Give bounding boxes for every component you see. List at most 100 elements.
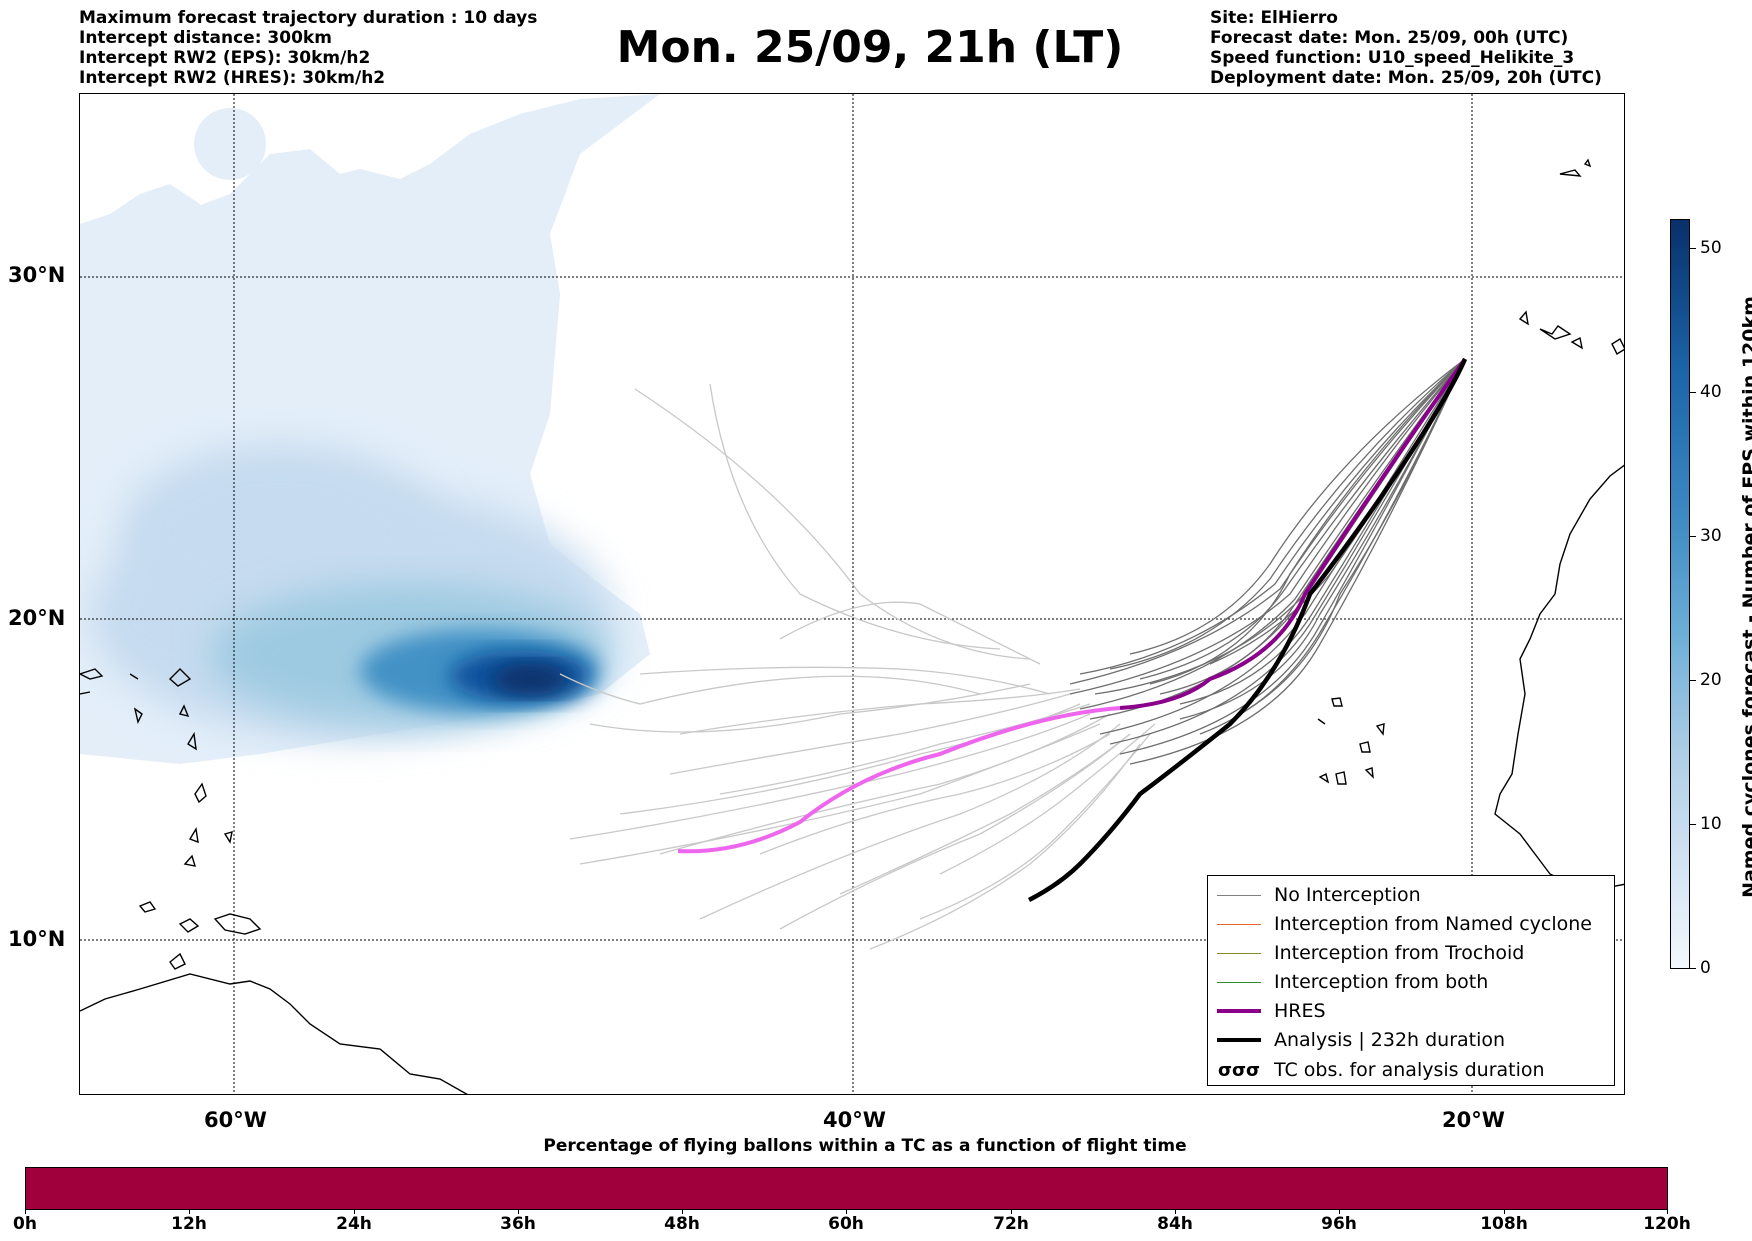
coastlines <box>80 158 1624 1094</box>
density-peak <box>492 663 568 695</box>
colorbar-tick <box>1690 968 1696 969</box>
eps-track <box>939 723 1156 875</box>
colorbar-title-wrap: Named cyclones forecast - Number of EPS … <box>1735 232 1752 962</box>
eps-track <box>699 723 1121 920</box>
time-tick-label: 120h <box>1643 1214 1691 1234</box>
legend-swatch <box>1217 923 1261 925</box>
eps-track <box>1149 358 1466 685</box>
hres-track <box>677 706 1121 854</box>
colorbar <box>1670 219 1690 969</box>
eps-track <box>1239 358 1466 715</box>
coast-islands-caribbean <box>138 901 200 970</box>
legend-label: Analysis | 232h duration <box>1274 1029 1506 1051</box>
legend-label: Interception from Named cyclone <box>1274 913 1592 935</box>
legend-item-no-interception: No Interception <box>1216 882 1421 908</box>
time-tick-label: 12h <box>171 1214 207 1234</box>
lat-label-10n: 10°N <box>8 927 66 951</box>
map-canvas <box>80 94 1624 1094</box>
eps-track <box>1109 358 1466 670</box>
colorbar-tick <box>1690 536 1696 537</box>
density-blob <box>194 108 266 180</box>
legend-label: Interception from Trochoid <box>1274 942 1525 964</box>
eps-track <box>919 733 1151 920</box>
eps-track <box>569 713 1091 840</box>
colorbar-tick <box>1690 824 1696 825</box>
legend-label: TC obs. for analysis duration <box>1274 1059 1545 1081</box>
header-right-line: Forecast date: Mon. 25/09, 00h (UTC) <box>1210 28 1569 48</box>
legend-label: No Interception <box>1274 884 1421 906</box>
time-tick-label: 60h <box>828 1214 864 1234</box>
legend-item-analysis: Analysis | 232h duration <box>1216 1027 1505 1053</box>
coast-south-america <box>80 973 468 1094</box>
time-tick-label: 96h <box>1321 1214 1357 1234</box>
time-tick-label: 108h <box>1480 1214 1528 1234</box>
lon-label-60w: 60°W <box>204 1108 267 1132</box>
colorbar-tick-label: 40 <box>1700 382 1722 402</box>
eps-track <box>1069 358 1466 695</box>
header-left-line: Intercept RW2 (HRES): 30km/h2 <box>79 68 386 88</box>
time-bar <box>25 1167 1668 1210</box>
legend-item-named-cyclone: Interception from Named cyclone <box>1216 911 1592 937</box>
lat-label-30n: 30°N <box>8 263 66 287</box>
eps-track <box>1119 358 1466 755</box>
coast-trinidad <box>213 913 262 935</box>
time-tick <box>25 1210 26 1214</box>
legend-item-trochoid: Interception from Trochoid <box>1216 940 1524 966</box>
legend-item-hres: HRES <box>1216 998 1326 1024</box>
time-tick-label: 84h <box>1157 1214 1193 1234</box>
colorbar-tick-label: 30 <box>1700 526 1722 546</box>
lon-label-20w: 20°W <box>1442 1108 1505 1132</box>
colorbar-tick <box>1690 392 1696 393</box>
density-arm <box>100 184 210 324</box>
legend-swatch <box>1217 981 1261 983</box>
coast-west-africa <box>1494 464 1624 890</box>
eps-track <box>869 743 1141 950</box>
eps-track <box>839 733 1131 895</box>
colorbar-tick-label: 0 <box>1700 958 1711 978</box>
eps-tracks-bundle <box>1069 358 1466 765</box>
eps-tracks-tails <box>559 383 1156 950</box>
legend-label: HRES <box>1274 1000 1326 1022</box>
lat-label-20n: 20°N <box>8 606 66 630</box>
tc-symbol-icon: σσσ <box>1217 1059 1261 1081</box>
eps-track <box>669 693 1071 775</box>
header-right-line: Site: ElHierro <box>1210 8 1338 28</box>
time-tick <box>189 1210 190 1214</box>
eps-track <box>679 688 1081 735</box>
legend-swatch <box>1217 952 1261 954</box>
legend-item-tc-obs: σσσ TC obs. for analysis duration <box>1216 1057 1545 1083</box>
header-left-info: Maximum forecast trajectory duration : 1… <box>79 8 537 88</box>
time-tick <box>1667 1210 1668 1214</box>
time-bar-title: Percentage of flying ballons within a TC… <box>543 1136 1187 1156</box>
eps-track <box>559 673 981 705</box>
header-right-info: Site: ElHierro Forecast date: Mon. 25/09… <box>1210 8 1602 88</box>
eps-track <box>709 383 1001 650</box>
eps-track <box>719 703 1091 795</box>
time-tick-label: 36h <box>500 1214 536 1234</box>
header-left-line: Intercept RW2 (EPS): 30km/h2 <box>79 48 371 68</box>
map-panel <box>79 93 1625 1095</box>
eps-track <box>1099 358 1466 735</box>
eps-track <box>779 601 1041 665</box>
time-tick <box>354 1210 355 1214</box>
time-tick <box>682 1210 683 1214</box>
legend-swatch <box>1217 1009 1261 1013</box>
time-tick-label: 48h <box>664 1214 700 1234</box>
header-right-line: Speed function: U10_speed_Helikite_3 <box>1210 48 1575 68</box>
colorbar-tick-label: 10 <box>1700 814 1722 834</box>
density-mid2 <box>120 444 440 624</box>
eps-track <box>634 388 1031 660</box>
eps-track <box>1069 358 1466 685</box>
map-title: Mon. 25/09, 21h (LT) <box>616 22 1124 73</box>
colorbar-title: Named cyclones forecast - Number of EPS … <box>1739 296 1752 898</box>
time-tick <box>846 1210 847 1214</box>
header-left-line: Intercept distance: 300km <box>79 28 332 48</box>
header-right-line: Deployment date: Mon. 25/09, 20h (UTC) <box>1210 68 1602 88</box>
coast-leeward <box>80 668 143 725</box>
eps-track <box>589 683 1031 733</box>
time-tick-label: 0h <box>13 1214 37 1234</box>
time-tick <box>1011 1210 1012 1214</box>
eps-track <box>1129 358 1466 655</box>
header-left-line: Maximum forecast trajectory duration : 1… <box>79 8 538 28</box>
coast-cape-verde <box>1317 697 1385 785</box>
